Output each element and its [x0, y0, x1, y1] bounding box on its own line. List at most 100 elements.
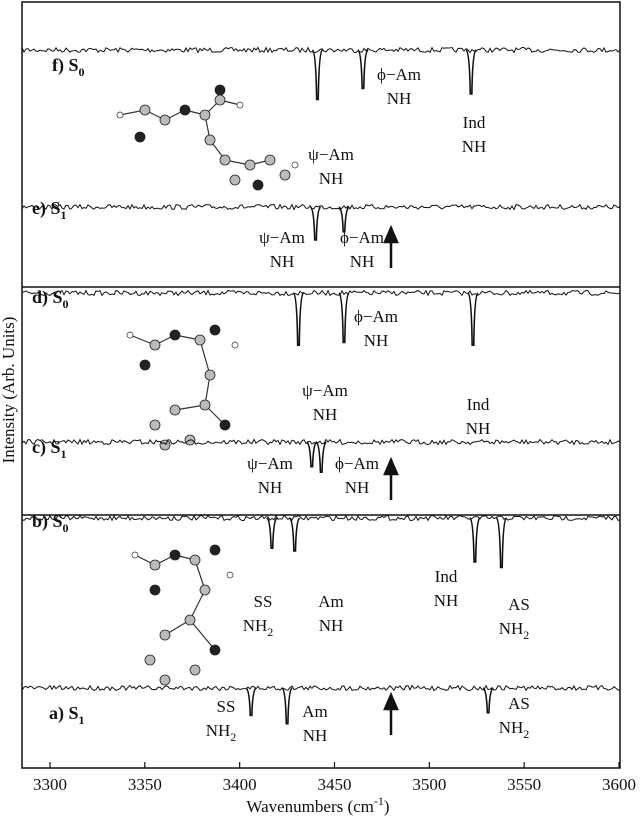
annotation-top: Ind	[435, 567, 458, 586]
molecule	[132, 545, 233, 685]
annotation-bottom-text: NH	[350, 252, 375, 271]
annotation-bottom: NH	[303, 726, 328, 745]
y-axis-label: Intensity (Arb. Units)	[0, 317, 18, 464]
panel-label: f) S0	[52, 55, 85, 79]
annotation-bottom: NH2	[243, 616, 274, 639]
annotation-bottom: NH	[319, 169, 344, 188]
x-tick-label: 3550	[507, 775, 541, 794]
x-tick-label: 3600	[602, 775, 636, 794]
absorption-peak	[307, 442, 317, 467]
panel-label-sub: 0	[63, 521, 69, 535]
absorption-peak	[358, 50, 368, 89]
arrows	[385, 228, 397, 735]
baseline-noise	[22, 440, 620, 445]
absorption-peak	[267, 518, 277, 548]
annotation-bottom: NH	[258, 478, 283, 497]
annotation-top: SS	[254, 592, 273, 611]
annotation-bottom: NH	[387, 89, 412, 108]
annotation-top: SS	[217, 697, 236, 716]
panel-label: c) S1	[32, 437, 67, 461]
annotation-top: ψ−Am	[259, 228, 305, 247]
x-axis-label-sup: -1	[374, 794, 384, 808]
panel-label-text: b) S	[32, 511, 63, 532]
annotation-bottom-text: NH	[206, 721, 231, 740]
annotation-bottom-text: NH	[319, 616, 344, 635]
annotation-top: ψ−Am	[247, 454, 293, 473]
panel-label-sub: 1	[61, 208, 67, 222]
x-tick-label: 3500	[412, 775, 446, 794]
panel-label: d) S0	[32, 287, 69, 311]
x-tick-label: 3450	[318, 775, 352, 794]
baseline-noise	[22, 291, 620, 296]
x-tick-label: 3350	[128, 775, 162, 794]
annotation-bottom: NH	[350, 252, 375, 271]
annotation-bottom-text: NH	[243, 616, 268, 635]
absorption-peak	[293, 293, 303, 345]
annotation-bottom-text: NH	[466, 419, 491, 438]
absorption-peak	[483, 688, 493, 713]
annotation-bottom-text: NH	[303, 726, 328, 745]
annotation-bottom-text: NH	[364, 331, 389, 350]
annotation-bottom-text: NH	[387, 89, 412, 108]
annotation-top: Ind	[463, 113, 486, 132]
annotation-bottom-text: NH	[499, 619, 524, 638]
absorption-peak	[246, 688, 256, 716]
annotation-bottom: NH	[270, 252, 295, 271]
annotation-bottom: NH	[434, 591, 459, 610]
annotation-bottom-text: NH	[345, 478, 370, 497]
panel-label-sub: 0	[63, 297, 69, 311]
annotation-top: ϕ−Am	[377, 65, 421, 84]
annotation-bottom: NH2	[206, 721, 237, 744]
annotation-bottom: NH	[466, 419, 491, 438]
annotation-top: ϕ−Am	[354, 307, 398, 326]
annotation-bottom-text: NH	[313, 405, 338, 424]
baseline-noise	[22, 516, 620, 521]
panel-label-text: f) S	[52, 55, 79, 76]
absorption-peak	[496, 518, 506, 568]
annotation-bottom: NH	[462, 137, 487, 156]
panel-label-sub: 0	[79, 65, 85, 79]
absorption-peak	[311, 207, 321, 240]
annotation-bottom: NH	[345, 478, 370, 497]
annotation-bottom: NH	[313, 405, 338, 424]
annotation-bottom: NH	[364, 331, 389, 350]
panel-label-sub: 1	[61, 447, 67, 461]
absorption-peak	[282, 688, 292, 724]
absorption-peak	[468, 293, 478, 345]
annotation-top: Am	[318, 592, 344, 611]
x-tick-label: 3300	[33, 775, 67, 794]
panel-label-text: a) S	[49, 703, 79, 724]
molecule	[117, 85, 298, 190]
annotation-bottom-text: NH	[499, 718, 524, 737]
annotation-top: ψ−Am	[302, 381, 348, 400]
panel-label: a) S1	[49, 703, 85, 727]
annotation-top: AS	[508, 694, 530, 713]
annotation-bottom-text: NH	[434, 591, 459, 610]
annotation-top: Am	[302, 702, 328, 721]
x-axis-label-end: )	[384, 797, 390, 816]
baseline-noise	[22, 205, 620, 210]
absorption-peak	[470, 518, 480, 562]
annotation-bottom: NH2	[499, 718, 530, 741]
annotation-sub: 2	[230, 730, 236, 744]
x-axis-label: Wavenumbers (cm-1)	[246, 794, 389, 816]
baseline-noise	[22, 686, 620, 691]
annotation-top: ϕ−Am	[335, 454, 379, 473]
absorption-peak	[312, 50, 322, 100]
annotation-bottom: NH2	[499, 619, 530, 642]
panel-label: e) S1	[32, 198, 67, 222]
x-tick-label: 3400	[223, 775, 257, 794]
annotation-bottom-text: NH	[270, 252, 295, 271]
annotation-top: AS	[508, 595, 530, 614]
panel-label-text: d) S	[32, 287, 63, 308]
annotation-bottom: NH	[319, 616, 344, 635]
annotation-top: ϕ−Am	[340, 228, 384, 247]
absorption-peak	[466, 50, 476, 94]
absorption-peak	[316, 442, 326, 472]
absorption-peak	[290, 518, 300, 551]
molecule	[127, 325, 238, 450]
panel-label-text: c) S	[32, 437, 61, 458]
panel-label-text: e) S	[32, 198, 61, 219]
annotation-sub: 2	[523, 727, 529, 741]
annotation-top: ψ−Am	[308, 145, 354, 164]
